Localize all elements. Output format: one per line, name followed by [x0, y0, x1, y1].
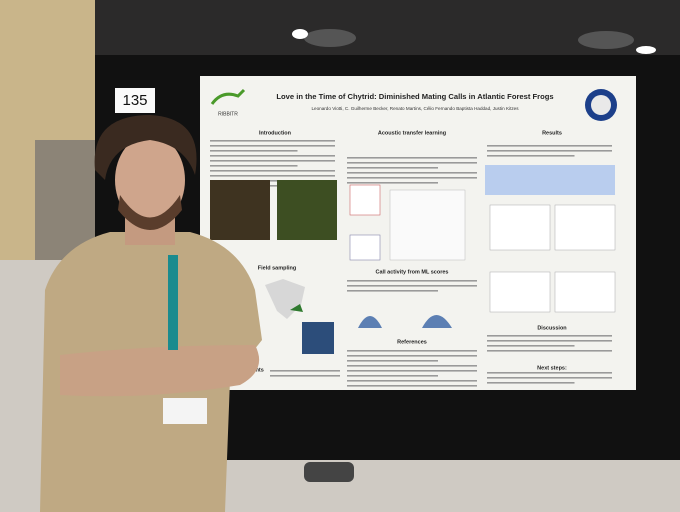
- photo: [210, 180, 270, 240]
- photo: [302, 322, 334, 354]
- logo-frog: [210, 88, 246, 105]
- section-heading: References: [397, 339, 427, 345]
- text-line: [487, 145, 612, 147]
- text-line: [487, 340, 612, 342]
- crossed-arms: [60, 345, 260, 397]
- door: [35, 140, 95, 260]
- figure: [349, 234, 381, 261]
- text-line: [347, 360, 438, 362]
- text-line: [487, 382, 575, 384]
- text-line: [347, 280, 477, 282]
- text-line: [347, 350, 477, 352]
- ceiling-light: [636, 46, 656, 54]
- text-line: [210, 155, 335, 157]
- text-line: [347, 167, 438, 169]
- map-region: [290, 304, 303, 312]
- text-line: [210, 145, 335, 147]
- text-line: [210, 185, 335, 187]
- text-line: [347, 285, 477, 287]
- text-line: [347, 370, 477, 372]
- number-sign: [115, 88, 155, 113]
- section-heading: Field sampling: [258, 265, 297, 271]
- number-sign-text: 135: [122, 92, 147, 109]
- shoes: [304, 462, 354, 482]
- text-line: [347, 182, 438, 184]
- plot: [489, 271, 551, 313]
- text-line: [210, 175, 335, 177]
- poster-title: Love in the Time of Chytrid: Diminished …: [276, 92, 553, 101]
- hair: [94, 115, 197, 180]
- section-heading: Call activity from ML scores: [376, 269, 449, 275]
- face: [115, 135, 185, 225]
- ceiling-light: [578, 31, 634, 49]
- text-line: [487, 155, 575, 157]
- ceiling-light: [292, 29, 308, 39]
- plot: [554, 271, 616, 313]
- text-line: [487, 335, 612, 337]
- text-line: [347, 365, 477, 367]
- section-heading: Next steps:: [537, 365, 567, 371]
- diagram: [389, 189, 466, 261]
- text-line: [210, 160, 335, 162]
- ceiling-light: [304, 29, 356, 47]
- chart-area: [422, 315, 452, 328]
- text-line: [487, 345, 575, 347]
- plot: [489, 204, 551, 251]
- text-line: [347, 162, 477, 164]
- photo: [277, 180, 337, 240]
- text-line: [270, 375, 340, 377]
- name-badge: [163, 398, 207, 424]
- logo-text: RIBBITR: [218, 111, 238, 117]
- section-heading: Acoustic transfer learning: [378, 130, 446, 136]
- text-line: [347, 385, 477, 387]
- text-line: [347, 290, 438, 292]
- plot: [554, 204, 616, 251]
- text-line: [210, 150, 298, 152]
- text-line: [210, 140, 335, 142]
- text-line: [487, 150, 612, 152]
- text-line: [210, 170, 335, 172]
- text-line: [347, 380, 477, 382]
- chart-area: [358, 316, 382, 328]
- figure: [349, 184, 381, 216]
- poster-authors: Leonardo Viotti, C. Guilherme Becker, Re…: [312, 106, 520, 111]
- lanyard: [168, 255, 178, 350]
- text-line: [347, 177, 477, 179]
- text-line: [487, 372, 612, 374]
- university-seal-inner: [591, 95, 611, 115]
- text-line: [347, 172, 477, 174]
- text-line: [487, 350, 612, 352]
- text-line: [347, 157, 477, 159]
- text-line: [347, 375, 438, 377]
- beard: [118, 195, 182, 230]
- text-line: [347, 355, 477, 357]
- highlight-box: [485, 165, 615, 195]
- text-line: [270, 370, 340, 372]
- text-line: [487, 377, 612, 379]
- text-line: [210, 165, 298, 167]
- section-heading: Discussion: [537, 325, 567, 331]
- section-heading: Results: [542, 130, 562, 136]
- section-heading: Introduction: [259, 130, 292, 136]
